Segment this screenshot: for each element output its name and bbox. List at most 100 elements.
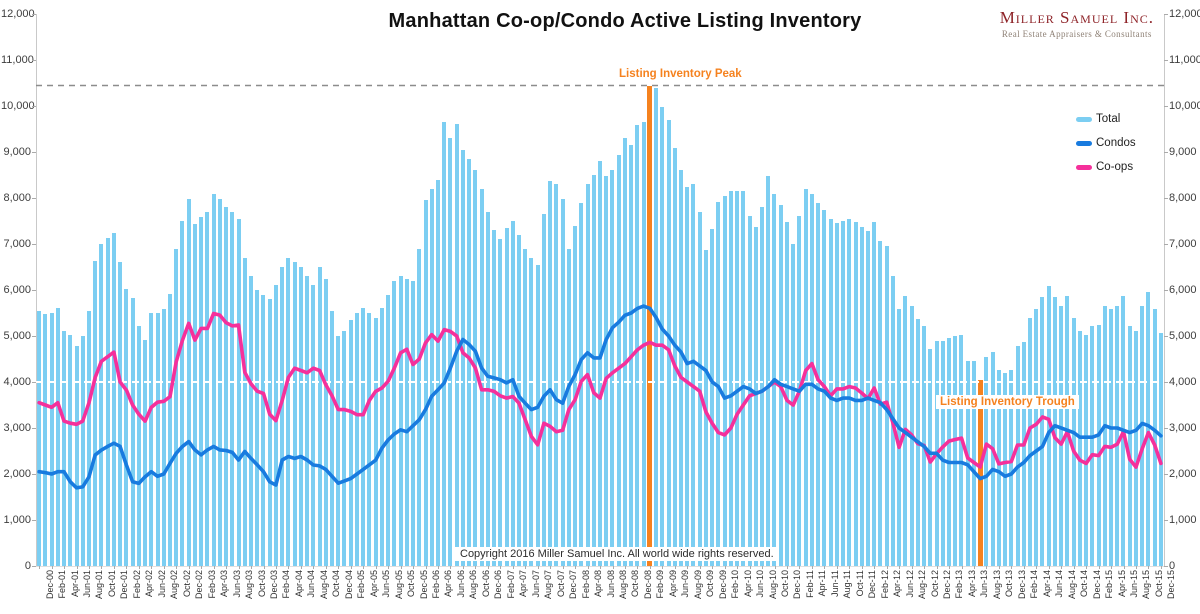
y-tick-mark <box>32 106 36 107</box>
x-tick-label: Jun-07 <box>530 570 541 598</box>
x-tick-label: Aug-09 <box>692 570 703 600</box>
total-bar <box>386 294 391 566</box>
condos-line <box>37 304 1163 490</box>
total-bar <box>280 267 285 566</box>
x-tick-label: Oct-06 <box>480 570 491 598</box>
total-bar <box>1003 372 1008 566</box>
total-bar <box>155 312 160 566</box>
y-tick-mark <box>1164 336 1168 337</box>
x-tick-mark <box>1048 566 1050 569</box>
y-tick-mark <box>1164 198 1168 199</box>
total-bar <box>143 339 148 566</box>
x-tick-label: Feb-15 <box>1104 570 1115 599</box>
total-bar <box>1071 317 1076 566</box>
total-bar <box>622 138 627 566</box>
x-tick-mark <box>874 566 876 569</box>
total-bar <box>548 181 553 566</box>
y-tick-mark <box>1164 566 1168 567</box>
x-tick-label: Dec-14 <box>1091 570 1102 600</box>
total-bar <box>255 290 260 566</box>
x-tick-mark <box>1098 566 1100 569</box>
total-bar <box>1077 331 1082 566</box>
y-tick-label: 5,000 <box>1169 330 1197 342</box>
y-tick-label: 1,000 <box>3 514 31 526</box>
x-tick-mark <box>525 566 527 569</box>
x-tick-mark <box>637 566 639 569</box>
x-tick-mark <box>1086 566 1088 569</box>
total-bar <box>236 218 241 566</box>
total-bar <box>323 278 328 566</box>
y-tick-label: 2,000 <box>1169 468 1197 480</box>
x-tick-label: Oct-07 <box>555 570 566 598</box>
y-tick-mark <box>1164 290 1168 291</box>
total-bar <box>242 257 247 566</box>
x-tick-mark <box>151 566 153 569</box>
total-bar <box>747 216 752 566</box>
x-tick-mark <box>51 566 53 569</box>
total-bar <box>728 190 733 566</box>
plot-area <box>36 14 1164 566</box>
y-tick-label: 5,000 <box>3 330 31 342</box>
y-tick-mark <box>32 14 36 15</box>
total-bar <box>604 175 609 566</box>
y-tick-mark <box>1164 474 1168 475</box>
x-tick-label: Feb-14 <box>1029 570 1040 599</box>
total-bar <box>442 122 447 566</box>
total-bar <box>273 285 278 566</box>
x-tick-label: Dec-05 <box>418 570 429 600</box>
x-tick-label: Feb-08 <box>580 570 591 599</box>
x-tick-label: Aug-12 <box>917 570 928 600</box>
y-tick-label: 8,000 <box>1169 192 1197 204</box>
x-tick-label: Feb-01 <box>57 570 68 599</box>
y-tick-label: 1,000 <box>1169 514 1197 526</box>
total-bar <box>834 223 839 566</box>
x-tick-label: Apr-02 <box>144 570 155 598</box>
x-tick-label: Dec-08 <box>642 570 653 600</box>
y-tick-label: 0 <box>24 560 31 572</box>
trough-marker-bar <box>977 379 983 566</box>
x-tick-mark <box>413 566 414 569</box>
total-bar <box>809 193 814 566</box>
total-bar <box>710 228 715 566</box>
total-bar <box>298 267 303 566</box>
total-bar <box>392 280 397 566</box>
x-tick-mark <box>600 566 601 569</box>
x-tick-mark <box>500 566 502 569</box>
total-bar <box>180 220 185 566</box>
total-bar <box>398 276 403 566</box>
y-tick-mark <box>32 336 36 337</box>
x-tick-mark <box>649 566 651 569</box>
x-tick-mark <box>699 566 701 569</box>
total-bar <box>149 312 154 566</box>
x-tick-mark <box>388 566 390 569</box>
total-bar <box>167 294 172 566</box>
x-tick-label: Dec-11 <box>867 570 878 599</box>
y-tick-label: 2,000 <box>3 468 31 480</box>
total-bar <box>554 183 559 566</box>
x-tick-mark <box>936 566 938 569</box>
total-bar <box>448 138 453 566</box>
total-bar <box>286 257 291 566</box>
chart-title: Manhattan Co-op/Condo Active Listing Inv… <box>388 10 862 32</box>
x-tick-label: Oct-04 <box>331 570 342 598</box>
total-bar <box>199 217 204 566</box>
total-bar <box>984 356 989 566</box>
total-bar <box>516 234 521 566</box>
total-bar <box>660 106 665 566</box>
x-tick-label: Jun-08 <box>605 570 616 598</box>
x-tick-label: Aug-05 <box>393 570 404 600</box>
y-tick-mark <box>1164 382 1168 383</box>
total-bar <box>118 262 123 566</box>
x-tick-mark <box>350 566 352 569</box>
x-tick-label: Oct-09 <box>705 570 716 598</box>
total-bar <box>373 317 378 566</box>
total-bar <box>68 334 73 566</box>
total-bar <box>224 207 229 566</box>
total-bar <box>348 319 353 566</box>
x-tick-label: Jun-10 <box>755 570 766 598</box>
total-bar <box>454 124 459 566</box>
x-tick-mark <box>201 566 203 569</box>
legend: Total Condos Co-ops <box>1076 107 1136 179</box>
logo-name: Miller Samuel Inc. <box>999 8 1154 27</box>
